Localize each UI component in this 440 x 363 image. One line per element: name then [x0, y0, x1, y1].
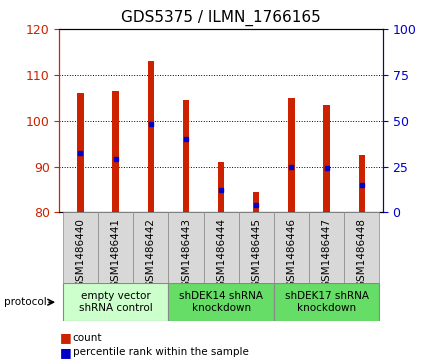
Bar [309, 212, 344, 283]
Text: GSM1486443: GSM1486443 [181, 218, 191, 288]
Text: GSM1486440: GSM1486440 [76, 218, 85, 288]
Text: GSM1486446: GSM1486446 [286, 218, 297, 288]
Title: GDS5375 / ILMN_1766165: GDS5375 / ILMN_1766165 [121, 10, 321, 26]
Text: GSM1486442: GSM1486442 [146, 218, 156, 288]
Bar [77, 93, 84, 212]
Bar [133, 212, 169, 283]
Bar [274, 212, 309, 283]
Text: shDEK17 shRNA
knockdown: shDEK17 shRNA knockdown [285, 291, 369, 313]
Text: GSM1486444: GSM1486444 [216, 218, 226, 288]
Bar [288, 98, 294, 212]
Text: GSM1486447: GSM1486447 [322, 218, 332, 288]
Text: shDEK14 shRNA
knockdown: shDEK14 shRNA knockdown [179, 291, 263, 313]
Bar [169, 212, 204, 283]
Bar [63, 212, 98, 283]
Bar [359, 155, 365, 212]
Bar [323, 105, 330, 212]
Bar [238, 212, 274, 283]
Text: empty vector
shRNA control: empty vector shRNA control [79, 291, 153, 313]
Bar [253, 192, 260, 212]
Text: GSM1486448: GSM1486448 [357, 218, 367, 288]
Bar [344, 212, 379, 283]
Text: GSM1486441: GSM1486441 [110, 218, 121, 288]
Bar [218, 162, 224, 212]
Bar [204, 212, 238, 283]
Text: count: count [73, 333, 102, 343]
Text: ■: ■ [59, 346, 71, 359]
Bar [274, 283, 379, 321]
Bar [98, 212, 133, 283]
Text: protocol: protocol [4, 297, 47, 307]
Text: percentile rank within the sample: percentile rank within the sample [73, 347, 249, 357]
Text: GSM1486445: GSM1486445 [251, 218, 261, 288]
Bar [113, 91, 119, 212]
Bar [169, 283, 274, 321]
Bar [183, 100, 189, 212]
Bar [148, 61, 154, 212]
Bar [63, 283, 169, 321]
Text: ■: ■ [59, 331, 71, 344]
